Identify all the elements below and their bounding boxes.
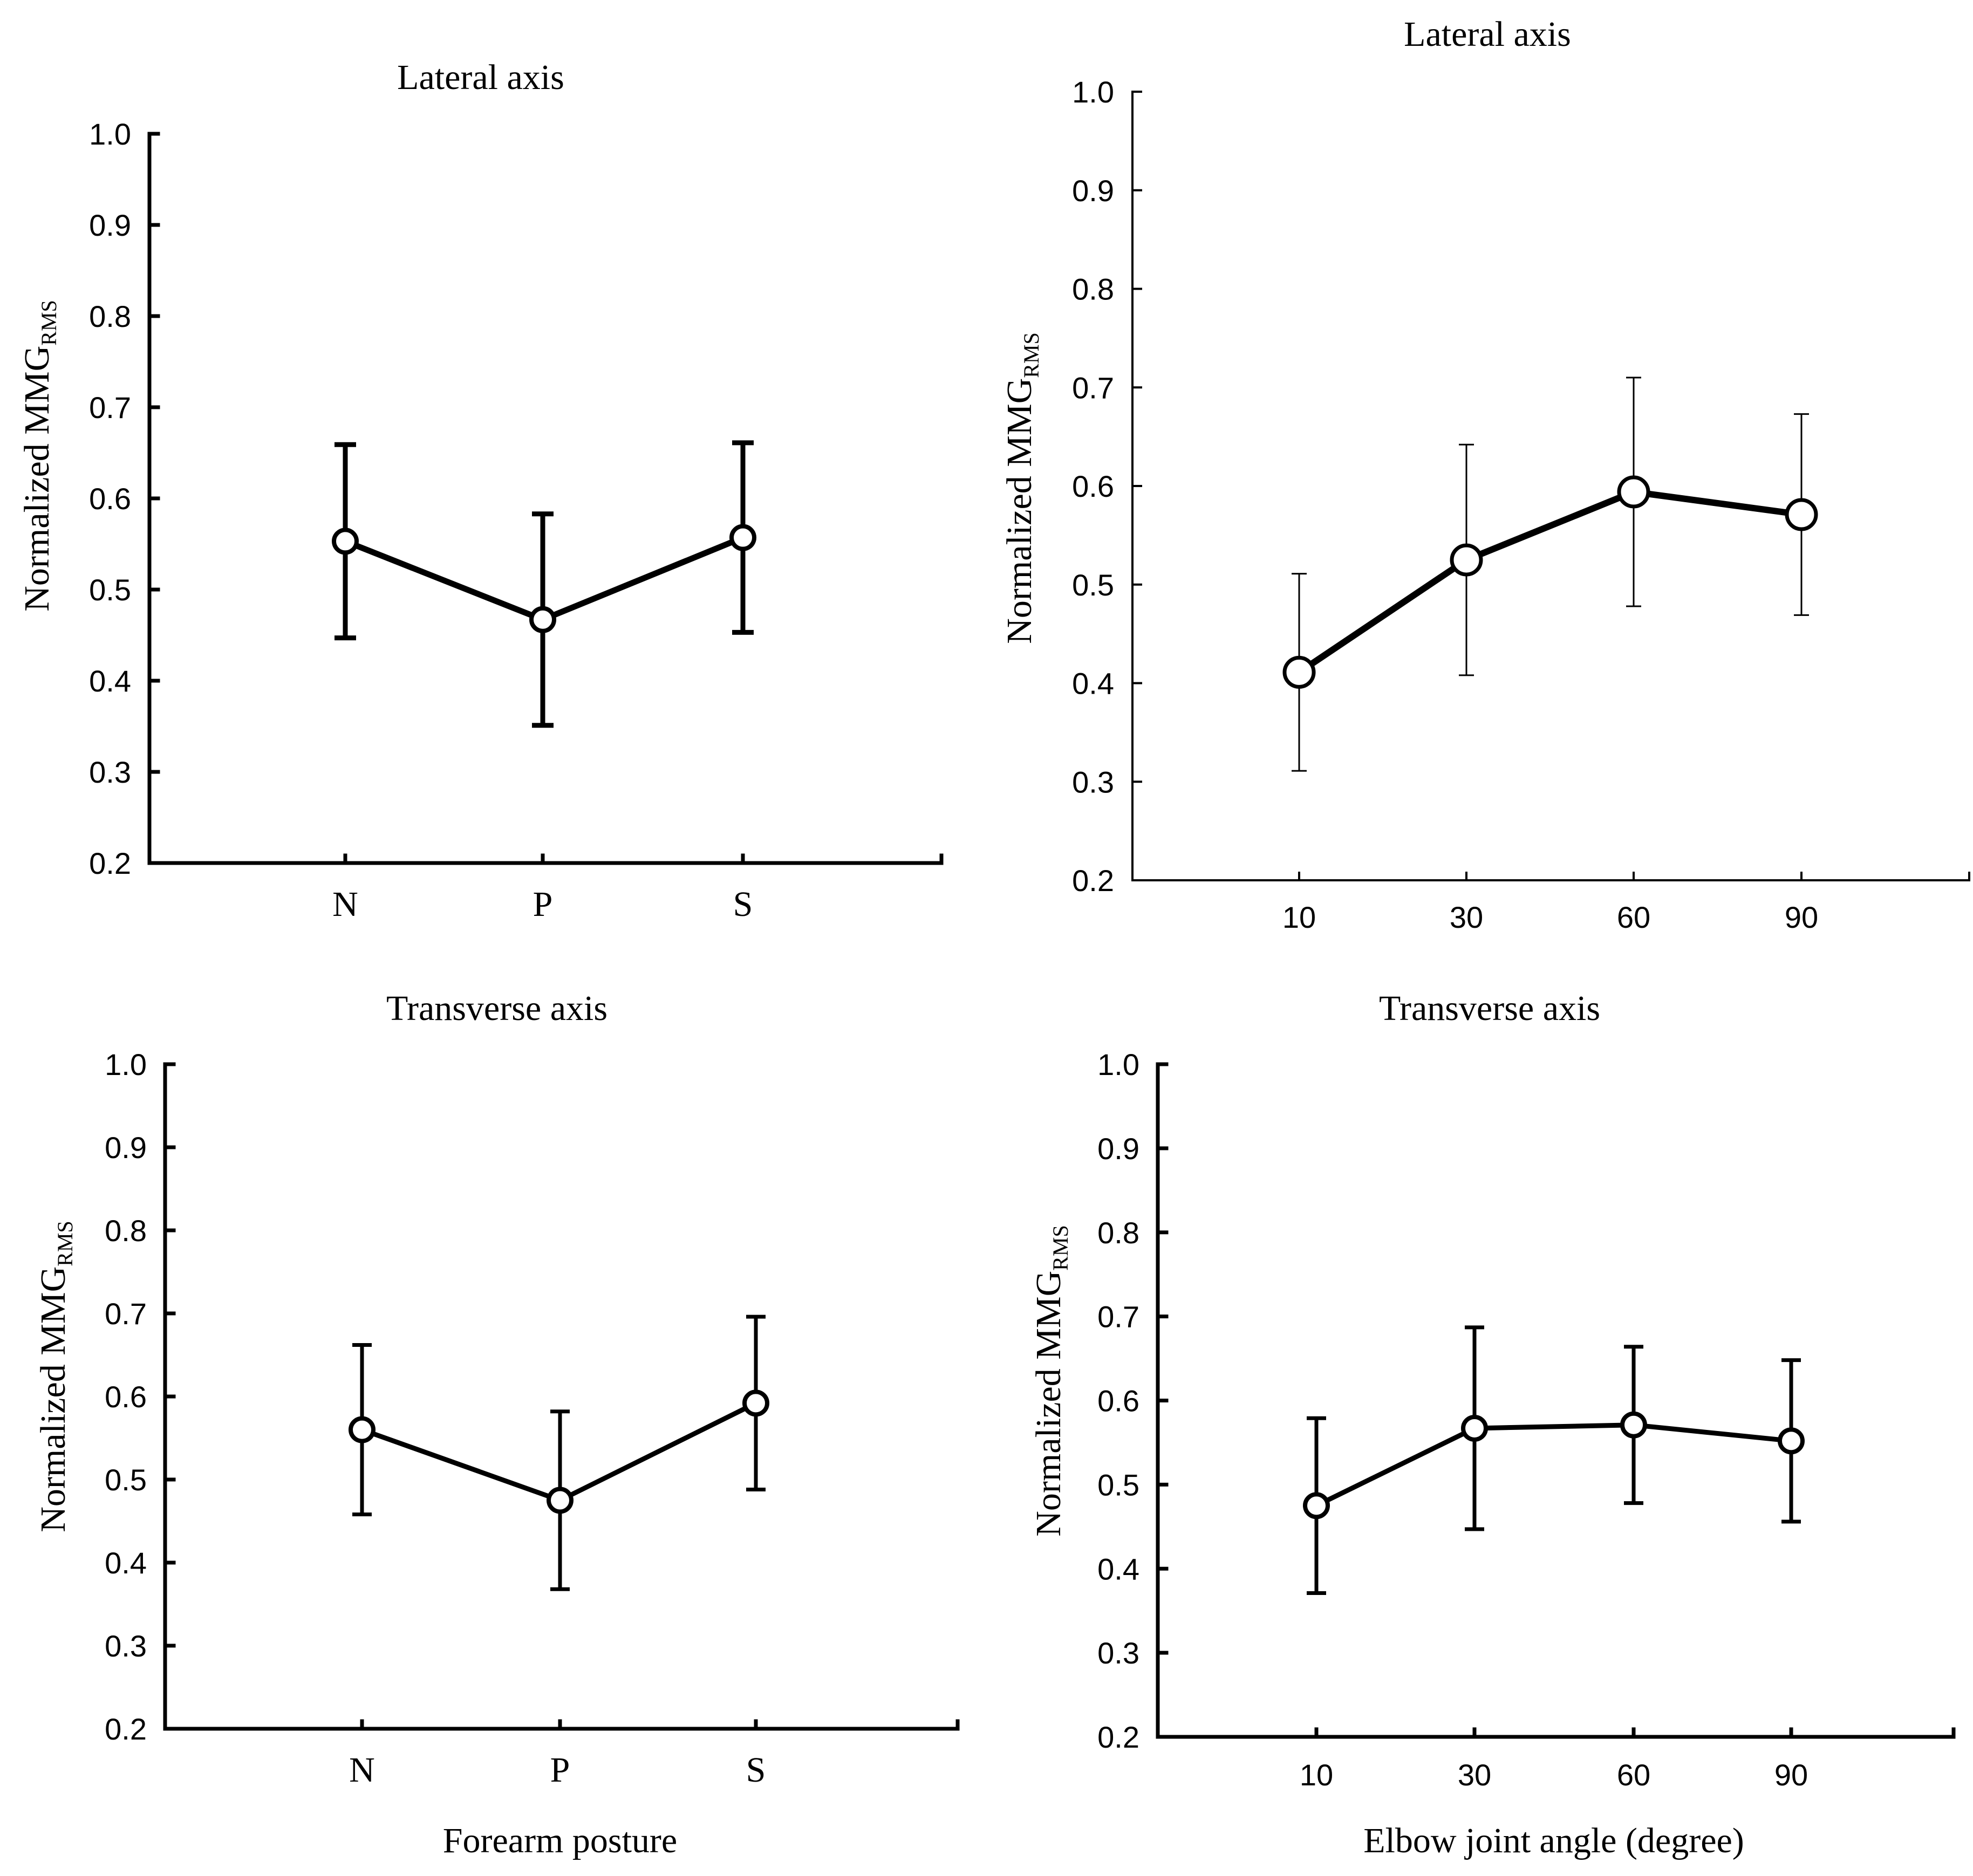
- data-marks: [332, 440, 756, 728]
- panel-title: Transverse axis: [386, 989, 607, 1028]
- axes: 0.2 0.3 0.4 0.5 0.6 0.7 0.8 0.9 1.0 10 30 60 90: [1097, 1047, 1956, 1792]
- y-tick-label: 0.8: [1072, 272, 1114, 306]
- series-line: [1315, 1422, 1792, 1508]
- y-tick-label: 0.3: [1097, 1636, 1139, 1670]
- y-tick-label: 0.4: [89, 664, 131, 698]
- panel-lateral-forearm: Lateral axis Normalized MMGRMS 0.2 0.3 0.4…: [17, 58, 944, 924]
- y-tick-label: 1.0: [89, 117, 131, 151]
- data-point: [1450, 543, 1483, 577]
- x-axis-label: Elbow joint angle (degree): [1363, 1821, 1744, 1860]
- x-tick-label: S: [746, 1750, 766, 1790]
- x-tick-label: N: [349, 1750, 375, 1790]
- y-axis-label-subscript: RMS: [1048, 1225, 1073, 1271]
- y-tick-label: 0.9: [1072, 174, 1114, 208]
- y-tick-label: 0.9: [89, 208, 131, 242]
- axes: 0.2 0.3 0.4 0.5 0.6 0.7 0.8 0.9 1.0 N P S: [105, 1047, 960, 1790]
- y-tick-label: 0.4: [105, 1546, 147, 1580]
- axes: 0.2 0.3 0.4 0.5 0.6 0.7 0.8 0.9 1.0 N P S: [89, 117, 944, 924]
- panel-title: Transverse axis: [1379, 989, 1600, 1028]
- y-tick-label: 0.2: [105, 1712, 147, 1746]
- y-tick-label: 0.6: [105, 1380, 147, 1414]
- data-point: [1620, 1411, 1647, 1439]
- data-point: [1282, 655, 1316, 689]
- y-axis-label-subscript: RMS: [1019, 332, 1043, 378]
- data-marks: [1303, 1325, 1805, 1595]
- data-point: [1303, 1492, 1330, 1519]
- x-tick-label: 10: [1282, 900, 1316, 934]
- y-tick-label: 0.9: [1097, 1132, 1139, 1166]
- y-axis-label-main: Normalized MMG: [33, 1266, 73, 1532]
- x-axis-label: Forearm posture: [443, 1821, 677, 1860]
- y-tick-label: 0.2: [1072, 864, 1114, 898]
- y-axis-label-subscript: RMS: [37, 300, 61, 346]
- x-tick-label: N: [332, 885, 358, 924]
- data-point: [1785, 498, 1818, 531]
- x-tick-label: 10: [1300, 1758, 1333, 1792]
- x-tick-label: 60: [1617, 1758, 1650, 1792]
- x-tick-label: 90: [1774, 1758, 1808, 1792]
- y-tick-label: 0.7: [1097, 1300, 1139, 1334]
- y-tick-label: 0.5: [89, 573, 131, 607]
- y-tick-label: 0.9: [105, 1131, 147, 1165]
- y-tick-label: 0.5: [105, 1463, 147, 1497]
- y-tick-label: 0.4: [1072, 667, 1114, 701]
- x-tick-label: P: [533, 885, 553, 924]
- x-tick-label: P: [550, 1750, 570, 1790]
- x-tick-label: 30: [1450, 900, 1483, 934]
- y-tick-label: 0.8: [89, 299, 131, 333]
- data-point: [1461, 1414, 1488, 1442]
- panel-transverse-forearm: Transverse axis Normalized MMGRMS Forear…: [33, 989, 960, 1860]
- panel-lateral-elbow: Lateral axis Normalized MMGRMS 0.2 0.3 0.4…: [1000, 15, 1970, 934]
- y-tick-label: 1.0: [1072, 75, 1114, 109]
- y-tick-label: 0.7: [89, 391, 131, 425]
- y-tick-label: 0.2: [89, 846, 131, 880]
- y-axis-label: Normalized MMGRMS: [33, 1221, 77, 1532]
- panel-title: Lateral axis: [1404, 15, 1571, 54]
- data-point: [729, 524, 756, 551]
- y-tick-label: 0.5: [1072, 568, 1114, 602]
- y-axis-label: Normalized MMGRMS: [1029, 1225, 1073, 1537]
- x-tick-label: 60: [1617, 900, 1650, 934]
- data-point: [1617, 475, 1650, 509]
- y-axis-label: Normalized MMGRMS: [17, 300, 61, 612]
- x-tick-label: 90: [1785, 900, 1818, 934]
- y-tick-label: 0.3: [105, 1629, 147, 1663]
- y-axis-label-subscript: RMS: [53, 1221, 77, 1266]
- y-tick-label: 0.7: [105, 1297, 147, 1331]
- y-tick-label: 0.6: [1072, 469, 1114, 503]
- y-tick-label: 0.3: [1072, 765, 1114, 799]
- data-marks: [1282, 376, 1818, 772]
- y-tick-label: 0.4: [1097, 1552, 1139, 1586]
- y-tick-label: 0.8: [105, 1214, 147, 1248]
- y-tick-label: 0.6: [1097, 1384, 1139, 1418]
- y-tick-label: 0.6: [89, 482, 131, 516]
- y-axis-label-main: Normalized MMG: [1000, 378, 1039, 644]
- y-axis-label-main: Normalized MMG: [17, 346, 57, 612]
- x-tick-label: S: [733, 885, 753, 924]
- y-tick-label: 0.3: [89, 755, 131, 789]
- panel-title: Lateral axis: [397, 58, 564, 97]
- y-tick-label: 0.2: [1097, 1720, 1139, 1754]
- data-point: [1778, 1427, 1805, 1455]
- data-point: [332, 528, 359, 555]
- y-tick-label: 0.8: [1097, 1216, 1139, 1250]
- y-tick-label: 0.7: [1072, 371, 1114, 405]
- y-tick-label: 0.5: [1097, 1468, 1139, 1502]
- y-tick-label: 1.0: [1097, 1047, 1139, 1081]
- data-marks: [349, 1314, 769, 1591]
- data-point: [742, 1389, 769, 1417]
- data-point: [547, 1487, 574, 1514]
- y-axis-label-main: Normalized MMG: [1029, 1271, 1068, 1537]
- y-axis-label: Normalized MMGRMS: [1000, 332, 1043, 644]
- axes: 0.2 0.3 0.4 0.5 0.6 0.7 0.8 0.9 1.0 10 30 60 90: [1072, 75, 1970, 934]
- panel-transverse-elbow: Transverse axis Normalized MMGRMS Elbow …: [1029, 989, 1956, 1860]
- data-point: [349, 1416, 376, 1443]
- series-line: [1297, 488, 1802, 675]
- y-tick-label: 1.0: [105, 1047, 147, 1081]
- data-point: [529, 606, 556, 633]
- x-tick-label: 30: [1458, 1758, 1491, 1792]
